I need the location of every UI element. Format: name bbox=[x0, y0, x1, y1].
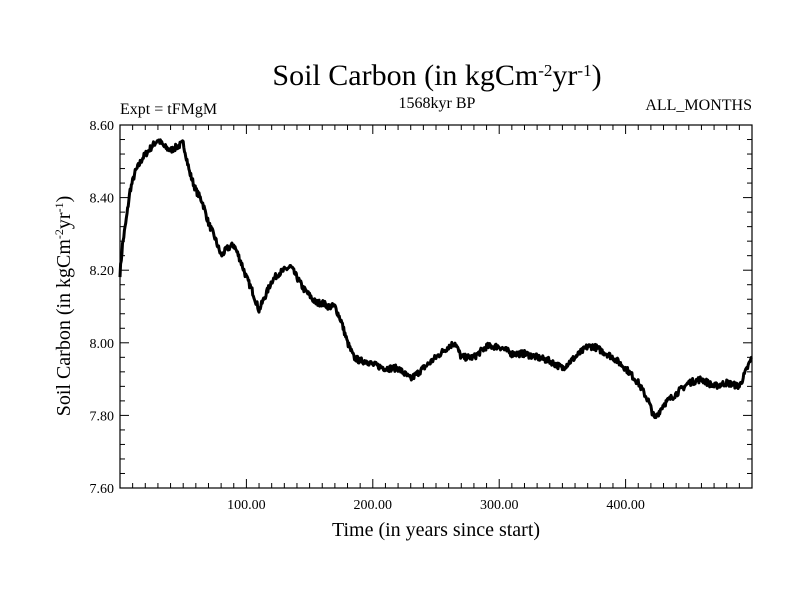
x-axis-label: Time (in years since start) bbox=[332, 519, 540, 541]
y-tick-label: 8.40 bbox=[90, 192, 115, 207]
x-tick-label: 300.00 bbox=[480, 498, 519, 513]
y-tick-label: 7.60 bbox=[90, 482, 115, 497]
months-label: ALL_MONTHS bbox=[645, 97, 752, 114]
x-tick-label: 400.00 bbox=[606, 498, 645, 513]
axis-ticks bbox=[120, 125, 752, 488]
y-tick-label: 7.80 bbox=[90, 409, 115, 424]
y-axis-label: Soil Carbon (in kgCm-2yr-1) bbox=[52, 196, 75, 417]
x-tick-label: 200.00 bbox=[354, 498, 393, 513]
x-tick-label: 100.00 bbox=[227, 498, 266, 513]
chart-title: Soil Carbon (in kgCm-2yr-1) bbox=[272, 59, 601, 92]
y-tick-label: 8.00 bbox=[90, 337, 115, 352]
y-tick-label: 8.20 bbox=[90, 264, 115, 279]
experiment-label: Expt = tFMgM bbox=[120, 101, 217, 118]
y-tick-label: 8.60 bbox=[90, 119, 115, 134]
plot-frame bbox=[119, 124, 753, 489]
period-label: 1568kyr BP bbox=[399, 95, 476, 112]
axis-tick-labels: 100.00 200.00 300.00 400.00 7.60 7.80 8.00 8.20… bbox=[90, 119, 645, 513]
soil-carbon-line bbox=[118, 138, 753, 420]
